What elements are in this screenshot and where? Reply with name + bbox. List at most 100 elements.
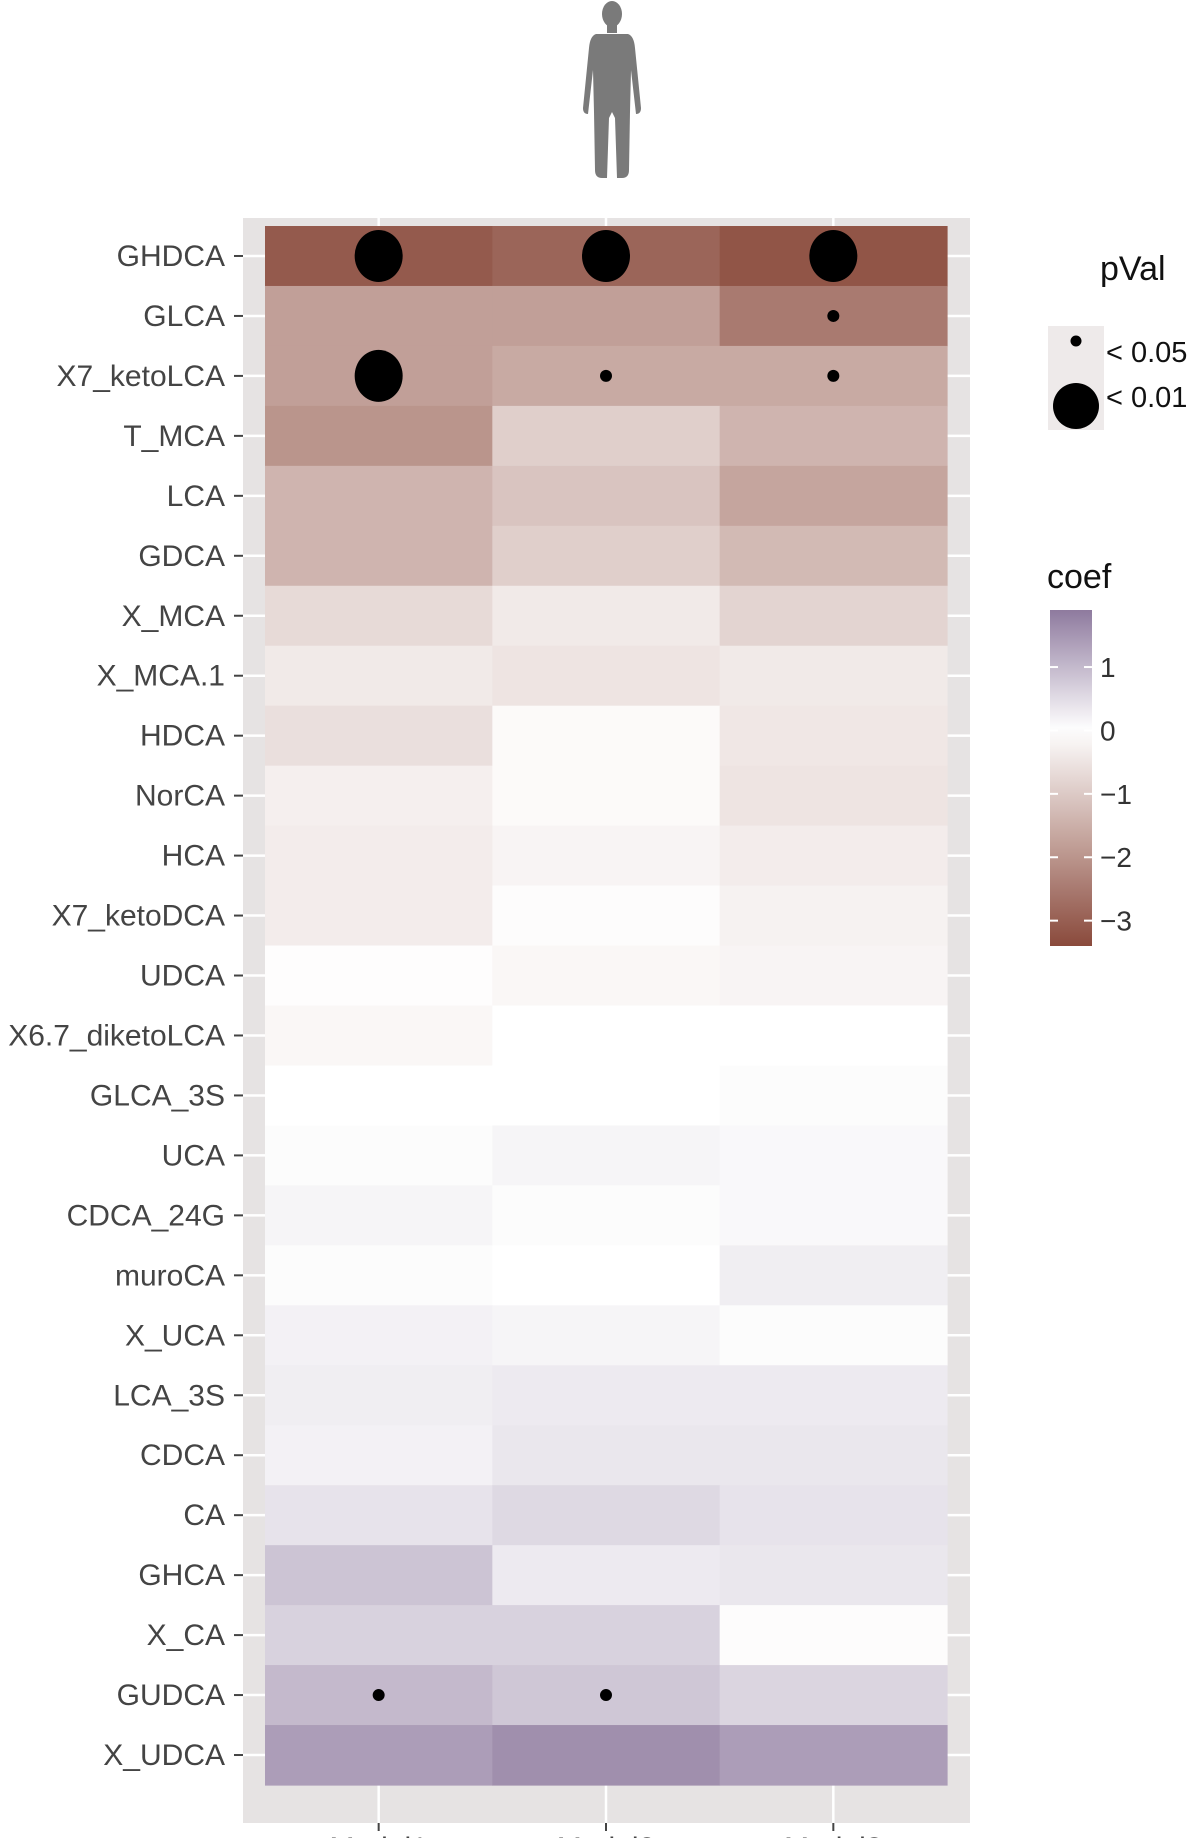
colorbar-tick-label: −2 [1100,842,1132,873]
pval-marker [372,1689,385,1702]
coef-colorbar [1050,610,1092,946]
y-tick-label: X_UDCA [103,1739,225,1772]
y-tick-label: HCA [162,840,225,873]
y-tick-label: X_MCA.1 [97,660,225,693]
pval-marker [600,369,612,382]
heatmap-cell [719,645,948,707]
heatmap-cell [719,945,948,1007]
heatmap-cell [492,1365,721,1426]
x-tick-label: Model3 [784,1832,882,1838]
y-tick-label: UCA [162,1139,225,1172]
heatmap-cell [719,405,948,467]
heatmap-cell [265,945,493,1007]
heatmap-cell [265,1305,493,1366]
y-tick-label: GHDCA [117,240,225,273]
pval-legend-label-large: < 0.01 [1106,382,1187,414]
y-tick-label: UDCA [140,960,225,993]
heatmap-cell [265,1545,493,1606]
heatmap-cell [265,1605,493,1666]
heatmap-cell [719,825,948,887]
heatmap-cell [719,1305,948,1366]
y-tick-label: GLCA [143,300,225,333]
human-figure-icon [583,1,641,178]
heatmap-cell [492,1545,721,1606]
pval-marker [582,229,630,282]
colorbar-tick-label: 1 [1100,652,1116,683]
heatmap-cell [719,1245,948,1306]
heatmap-cell [719,585,948,647]
y-tick-label: X_UCA [125,1319,225,1352]
coef-colorbar-ticks: 1 0 −1 −2 −3 [1050,652,1132,937]
heatmap-cell [265,885,493,947]
y-tick-label: GUDCA [117,1679,225,1712]
pval-legend-key-small [1070,335,1082,347]
y-axis: GHDCA GLCA X7_ketoLCA T_MCA LCA GDCA X_MCA X_MC… [8,240,243,1772]
pval-legend-key-large [1053,383,1099,429]
heatmap-cell [265,765,493,827]
y-tick-label: GHCA [138,1559,225,1592]
colorbar-tick-label: −1 [1100,779,1132,810]
heatmap-cell [719,1725,948,1786]
colorbar-tick-label: 0 [1100,715,1116,746]
y-tick-label: X_CA [147,1619,225,1652]
heatmap-cell [492,1245,721,1306]
heatmap-cell [265,1065,493,1127]
heatmap-cell [265,1245,493,1306]
pval-marker [600,1689,612,1702]
heatmap-cell [719,1485,948,1546]
x-tick-label: Model2 [557,1832,655,1838]
y-tick-label: muroCA [115,1259,225,1292]
heatmap-cell [265,705,493,767]
pval-marker [827,369,840,382]
y-tick-label: X7_ketoLCA [57,360,225,393]
pval-marker [827,309,840,322]
colorbar-tick-label: −3 [1100,906,1132,937]
heatmap-cell [265,285,493,347]
heatmap-cell [719,765,948,827]
y-tick-label: LCA_3S [113,1379,225,1412]
heatmap-cell [719,885,948,947]
coef-legend-title: coef [1047,558,1112,596]
heatmap-cell [492,1305,721,1366]
pval-legend-title: pVal [1100,250,1166,288]
y-tick-label: GDCA [138,540,225,573]
y-tick-label: CA [183,1499,225,1532]
heatmap-cell [265,1005,493,1067]
y-tick-label: NorCA [135,780,225,813]
y-tick-label: X6.7_diketoLCA [8,1019,225,1052]
heatmap-cell [492,465,721,527]
heatmap-cell [265,525,493,587]
heatmap-cell [265,1725,493,1786]
heatmap-cell [719,465,948,527]
heatmap-cell [719,1545,948,1606]
y-tick-label: HDCA [140,720,225,753]
heatmap-cell [492,1605,721,1666]
heatmap-cell [719,1365,948,1426]
heatmap-cell [265,1485,493,1546]
heatmap-cell [719,1005,948,1067]
y-tick-label: LCA [167,480,225,513]
heatmap-cell [492,1425,721,1486]
heatmap-cell [492,645,721,707]
heatmap-cell [492,1725,721,1786]
heatmap-cell [492,525,721,587]
heatmap-cell [265,1125,493,1186]
heatmap-cell [265,645,493,707]
y-tick-label: CDCA [140,1439,225,1472]
heatmap-cell [492,1005,721,1067]
heatmap-cells [265,226,948,1786]
heatmap-cell [492,825,721,887]
heatmap-cell [719,1425,948,1486]
pval-legend-label-small: < 0.05 [1106,337,1187,369]
heatmap-cell [265,825,493,887]
coef-legend: coef 1 0 −1 −2 −3 [1047,558,1132,946]
heatmap-cell [492,1485,721,1546]
heatmap-cell [265,405,493,467]
heatmap-cell [719,1665,948,1726]
y-tick-label: X7_ketoDCA [52,900,225,933]
heatmap-cell [492,1065,721,1127]
y-tick-label: X_MCA [122,600,225,633]
heatmap-cell [492,1125,721,1186]
y-tick-label: T_MCA [123,420,225,453]
